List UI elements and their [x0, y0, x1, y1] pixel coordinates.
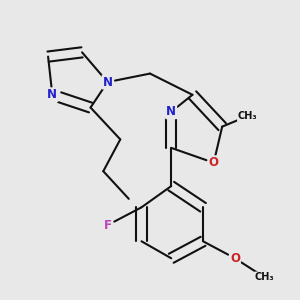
- Text: O: O: [230, 252, 240, 265]
- Text: N: N: [166, 105, 176, 118]
- Text: N: N: [47, 88, 57, 101]
- Text: O: O: [209, 156, 219, 169]
- Text: CH₃: CH₃: [238, 111, 257, 121]
- Text: F: F: [103, 219, 112, 232]
- Text: N: N: [103, 76, 112, 88]
- Text: CH₃: CH₃: [255, 272, 274, 282]
